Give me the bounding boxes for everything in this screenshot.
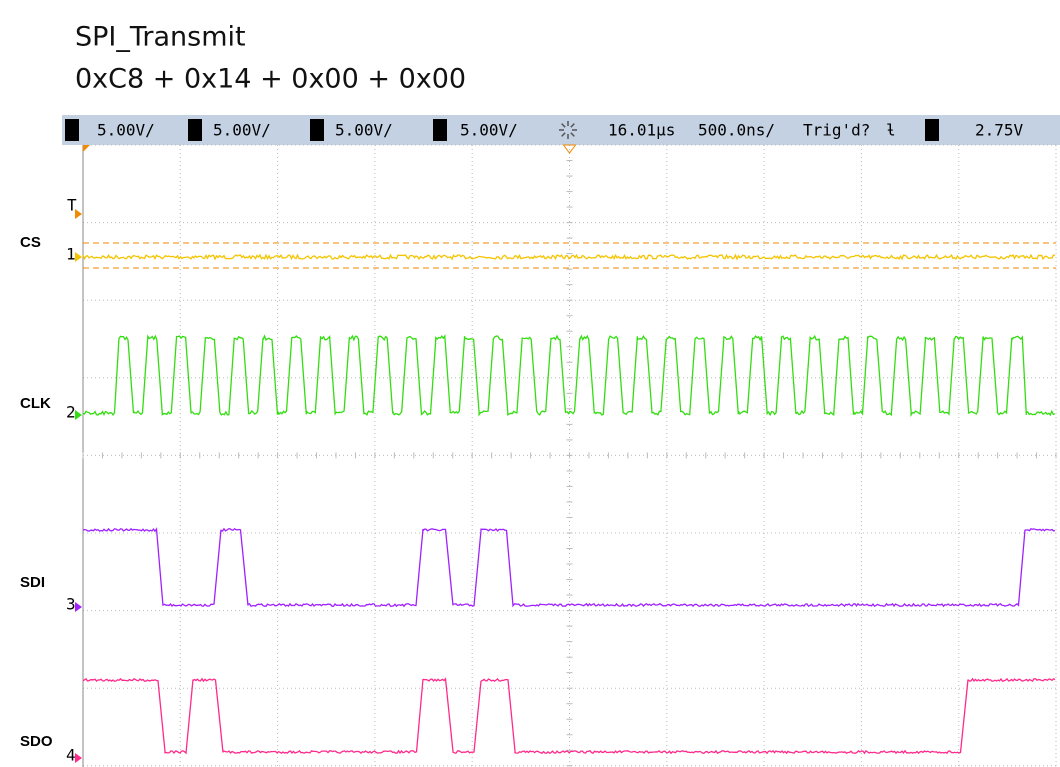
trigger-level: 2.75V [975,121,1024,140]
channel-number: 4 [435,121,445,140]
delay-marker [83,145,90,152]
channel-scale: 5.00V/ [335,121,393,140]
run-icon-ray [570,123,575,128]
run-icon-ray [570,132,575,137]
trigger-source-badge [925,119,939,141]
title: SPI_Transmit [75,22,246,53]
graticule [82,144,1057,767]
status-items: 1 5.00V/2 5.00V/3 5.00V/4 5.00V/16.01µs 500.0… [65,119,1024,141]
clk-trace [82,334,1056,418]
time-offset: 16.01µs [608,121,675,140]
trigger-status: Trig'd? [803,121,870,140]
trigger-slope: ƚ [886,121,896,140]
signal-label: SDI [20,574,45,591]
sdi-trace [82,527,1056,608]
sdo-trace [82,677,1056,755]
signal-labels: CS 1 CLK 2 SDI 3 SDO 4 T [20,196,82,765]
channel-arrow [75,410,82,420]
subtitle: 0xC8 + 0x14 + 0x00 + 0x00 [75,64,466,95]
channel-number: 1 [67,121,77,140]
cs-trace [82,253,1056,261]
screen [62,145,1060,767]
channel-number: 2 [190,121,200,140]
channel-number: 3 [312,121,322,140]
trigger-arrow [75,209,82,219]
channel-arrow [75,753,82,763]
channel-arrow [75,252,82,262]
signal-label: CLK [20,395,51,412]
channel-badge [433,119,447,141]
channel-marker: 1 [66,245,76,264]
signal-label: CS [20,234,41,251]
run-icon-ray [561,123,566,128]
channel-scale: 5.00V/ [213,121,271,140]
trigger-source: 1 [927,121,937,140]
trigger-position [562,144,577,154]
waveforms [82,242,1056,755]
channel-badge [310,119,324,141]
channel-marker: 2 [66,403,76,422]
channel-scale: 5.00V/ [97,121,155,140]
channel-arrow [75,602,82,612]
run-icon [559,121,577,139]
trigger-marker: T [67,196,77,215]
channel-marker: 3 [66,595,76,614]
channel-badge [188,119,202,141]
channel-scale: 5.00V/ [460,121,518,140]
signal-label: SDO [20,733,53,750]
channel-badge [65,119,79,141]
run-icon-ray [561,132,566,137]
time-scale: 500.0ns/ [698,121,775,140]
channel-marker: 4 [66,746,76,765]
